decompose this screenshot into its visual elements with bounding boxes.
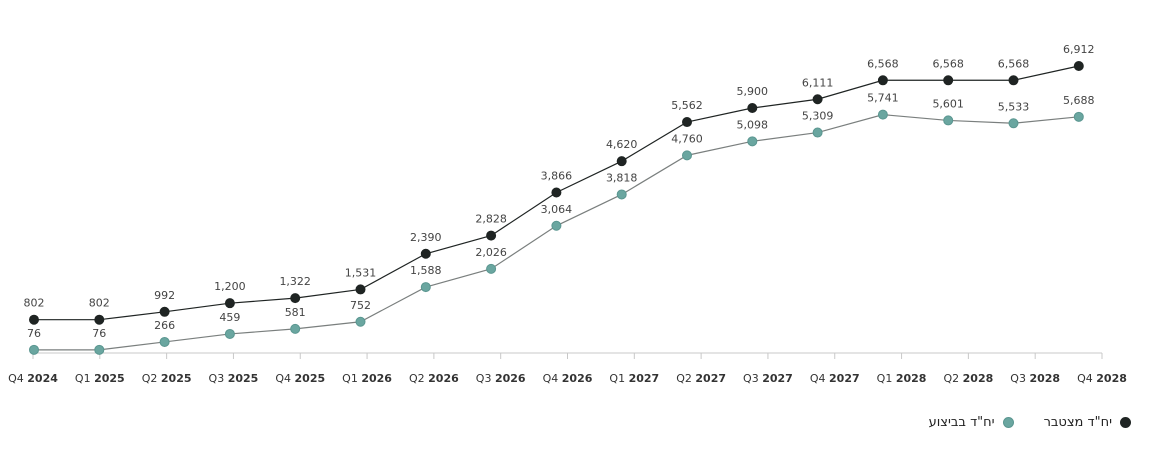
data-label: 6,568 — [932, 57, 964, 70]
data-label: 6,111 — [802, 76, 834, 89]
data-point[interactable] — [355, 284, 366, 295]
data-point[interactable] — [812, 94, 823, 105]
data-label: 266 — [154, 319, 175, 332]
x-tick-label: Q2 2028 — [943, 372, 993, 385]
legend-marker-cumulative — [1120, 417, 1131, 428]
data-label: 6,912 — [1063, 43, 1095, 56]
data-label: 6,568 — [867, 57, 899, 70]
data-label: 581 — [285, 306, 306, 319]
data-point[interactable] — [94, 314, 105, 325]
data-label: 5,309 — [802, 110, 834, 123]
x-axis — [32, 352, 1103, 359]
data-point[interactable] — [682, 117, 692, 128]
data-label: 802 — [24, 297, 45, 310]
data-label: 1,588 — [410, 264, 442, 277]
data-point[interactable] — [159, 336, 170, 347]
data-label: 76 — [92, 327, 106, 340]
legend: יח"ד מצטבר יח"ד בביצוע — [929, 415, 1131, 430]
data-point[interactable] — [747, 136, 758, 147]
legend-label-cumulative: יח"ד מצטבר — [1043, 415, 1112, 430]
data-label: 3,866 — [541, 169, 573, 182]
x-tick-label: Q3 2025 — [209, 372, 259, 385]
data-point[interactable] — [159, 306, 170, 317]
data-label: 5,562 — [671, 99, 703, 112]
x-tick-label: Q2 2026 — [409, 372, 459, 385]
data-label: 802 — [89, 297, 110, 310]
x-tick-label: Q4 2024 — [8, 372, 58, 385]
data-label: 4,620 — [606, 138, 638, 151]
data-label: 3,064 — [541, 203, 573, 216]
data-point[interactable] — [290, 323, 301, 334]
data-point[interactable] — [29, 314, 39, 325]
legend-item-cumulative[interactable]: יח"ד מצטבר — [1044, 415, 1131, 430]
x-tick-labels: Q4 2024 Q1 2025 Q2 2025 Q3 2025 Q4 2025 Q1 20… — [8, 372, 1127, 385]
data-label: 76 — [27, 327, 41, 340]
x-tick-label: Q3 2026 — [476, 372, 526, 385]
data-point[interactable] — [1073, 111, 1084, 122]
data-label: 4,760 — [671, 132, 703, 145]
data-point[interactable] — [355, 316, 366, 327]
data-point[interactable] — [94, 344, 105, 355]
data-point[interactable] — [420, 248, 431, 259]
data-point[interactable] — [747, 103, 758, 114]
data-label: 992 — [154, 289, 175, 302]
data-point[interactable] — [812, 127, 823, 138]
data-label: 5,900 — [737, 85, 769, 98]
data-point[interactable] — [486, 263, 497, 274]
data-label: 5,741 — [867, 92, 899, 105]
data-label: 5,688 — [1063, 94, 1095, 107]
x-tick-label: Q4 2028 — [1077, 372, 1127, 385]
x-tick-label: Q4 2027 — [810, 372, 860, 385]
data-label: 5,533 — [998, 100, 1030, 113]
data-point[interactable] — [551, 187, 562, 198]
data-label: 6,568 — [998, 57, 1030, 70]
x-tick-label: Q4 2026 — [543, 372, 593, 385]
data-point[interactable] — [877, 109, 888, 120]
x-tick-label: Q1 2025 — [75, 372, 125, 385]
data-point[interactable] — [1008, 118, 1019, 129]
data-point[interactable] — [290, 293, 301, 304]
data-point[interactable] — [943, 115, 954, 126]
data-label: 2,390 — [410, 231, 442, 244]
legend-item-in-progress[interactable]: יח"ד בביצוע — [929, 415, 1014, 430]
x-tick-label: Q1 2028 — [877, 372, 927, 385]
x-tick-label: Q1 2026 — [342, 372, 392, 385]
data-label: 1,322 — [279, 275, 311, 288]
series-line-1 — [34, 114, 1079, 351]
data-point[interactable] — [486, 230, 497, 241]
data-point[interactable] — [943, 75, 954, 86]
data-points — [29, 61, 1084, 355]
legend-label-in-progress: יח"ד בביצוע — [928, 415, 995, 430]
data-labels: 802 802 992 1,200 1,322 1,531 2,390 2,828 3,866 4… — [24, 43, 1095, 340]
x-tick-label: Q2 2025 — [142, 372, 192, 385]
data-label: 2,026 — [475, 246, 507, 259]
x-tick-label: Q4 2025 — [275, 372, 325, 385]
data-point[interactable] — [616, 156, 627, 167]
data-point[interactable] — [1073, 61, 1084, 71]
data-point[interactable] — [224, 298, 235, 309]
data-point[interactable] — [616, 189, 627, 200]
data-label: 2,828 — [475, 213, 507, 226]
x-tick-label: Q3 2027 — [743, 372, 793, 385]
data-point[interactable] — [682, 150, 692, 161]
data-label: 752 — [350, 299, 371, 312]
data-label: 5,098 — [737, 118, 769, 131]
data-point[interactable] — [224, 328, 235, 339]
data-point[interactable] — [29, 344, 39, 355]
x-tick-label: Q1 2027 — [609, 372, 659, 385]
data-point[interactable] — [420, 282, 431, 293]
data-point[interactable] — [877, 75, 888, 86]
data-label: 5,601 — [932, 97, 964, 110]
x-tick-label: Q2 2027 — [676, 372, 726, 385]
data-label: 1,531 — [345, 266, 377, 279]
legend-marker-in-progress — [1002, 417, 1014, 428]
x-tick-label: Q3 2028 — [1010, 372, 1060, 385]
data-label: 3,818 — [606, 171, 638, 184]
data-point[interactable] — [551, 220, 562, 231]
data-label: 459 — [219, 311, 240, 324]
data-label: 1,200 — [214, 280, 246, 293]
data-point[interactable] — [1008, 75, 1019, 86]
